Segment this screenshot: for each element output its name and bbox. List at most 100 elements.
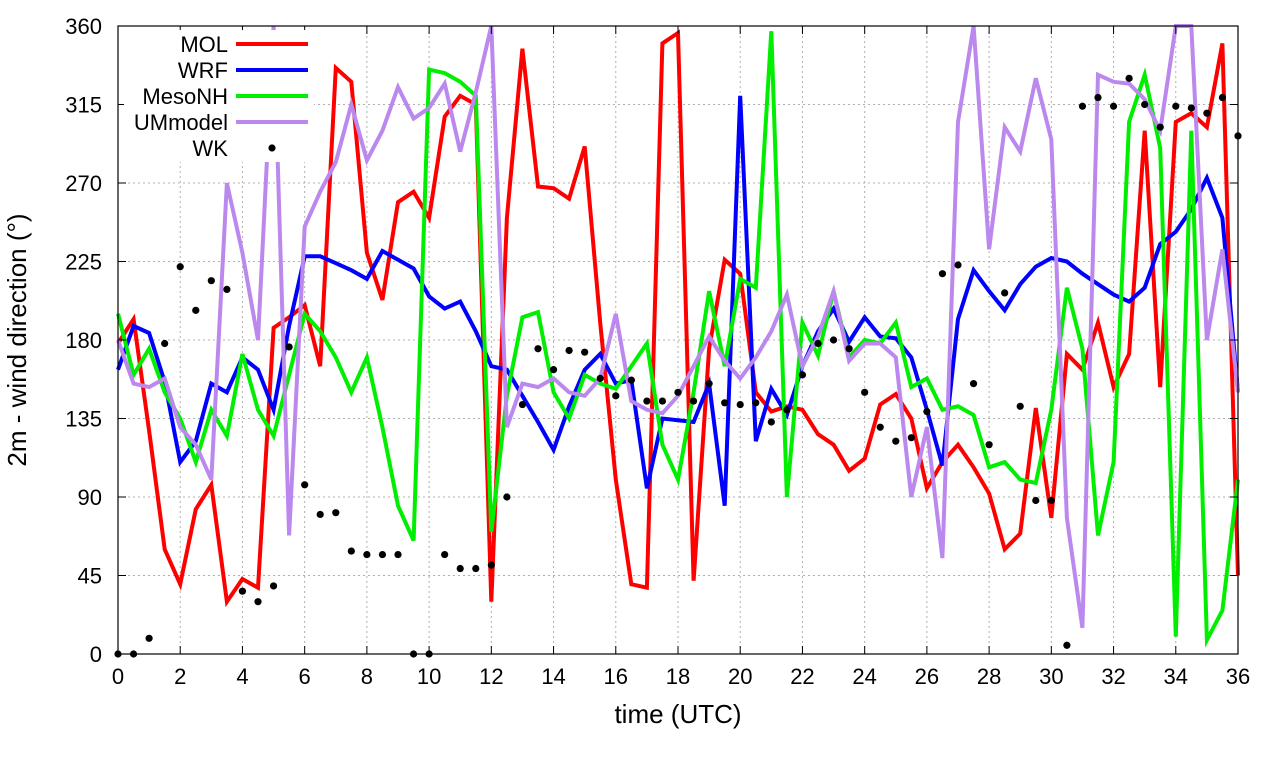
data-point-wk xyxy=(394,550,402,559)
x-tick-label: 20 xyxy=(728,664,752,689)
series-mesonh-line xyxy=(116,31,1240,648)
x-tick-label: 6 xyxy=(299,664,311,689)
data-point-wk xyxy=(1203,109,1211,117)
x-tick-label: 10 xyxy=(417,664,441,689)
data-point-wk xyxy=(332,509,340,517)
data-point-wk xyxy=(238,587,247,595)
y-tick-label: 315 xyxy=(65,93,102,118)
data-point-wk xyxy=(456,564,464,573)
data-point-wk xyxy=(316,510,324,519)
data-point-wk xyxy=(954,261,962,269)
data-point-wk xyxy=(1078,102,1087,110)
data-point-wk xyxy=(612,392,620,400)
x-tick-label: 28 xyxy=(977,664,1001,689)
legend-label-mesonh: MesoNH xyxy=(142,84,228,109)
x-tick-label: 2 xyxy=(174,664,186,689)
x-tick-label: 12 xyxy=(479,664,503,689)
x-tick-label: 36 xyxy=(1226,664,1250,689)
x-tick-label: 16 xyxy=(604,664,628,689)
tick-layer: 0 2 4 6 8 10 12 14 16 18 20 22 24 26 28 30 32 34 360459013… xyxy=(65,14,1250,689)
x-tick-label: 22 xyxy=(790,664,814,689)
data-point-wk xyxy=(549,366,558,374)
data-point-wk xyxy=(752,399,760,407)
data-point-wk xyxy=(472,564,480,573)
data-point-wk xyxy=(363,550,371,559)
data-point-wk xyxy=(269,582,278,590)
data-point-wk xyxy=(1047,496,1055,505)
y-tick-label: 180 xyxy=(65,328,102,353)
series-layer xyxy=(114,24,1242,658)
data-point-wk xyxy=(378,550,387,559)
data-point-wk xyxy=(783,406,791,414)
data-point-wk xyxy=(301,481,309,489)
y-axis-title: 2m - wind direction (°) xyxy=(2,213,32,466)
legend-label-mol: MOL xyxy=(180,32,228,57)
legend-label-ummodel: UMmodel xyxy=(134,110,228,135)
data-point-wk xyxy=(814,339,822,348)
data-point-wk xyxy=(861,388,869,396)
data-point-wk xyxy=(1141,100,1149,109)
data-point-wk xyxy=(1109,102,1118,110)
data-point-wk xyxy=(876,423,884,431)
data-point-wk xyxy=(643,397,651,405)
x-tick-label: 8 xyxy=(361,664,373,689)
data-point-wk xyxy=(347,547,355,555)
x-tick-label: 34 xyxy=(1164,664,1188,689)
data-point-wk xyxy=(969,380,978,388)
data-point-wk xyxy=(565,346,573,355)
legend-swatch-wk xyxy=(268,144,276,152)
data-point-wk xyxy=(1016,402,1024,410)
y-tick-label: 270 xyxy=(65,171,102,196)
data-point-wk xyxy=(223,285,231,294)
x-tick-label: 26 xyxy=(915,664,939,689)
data-point-wk xyxy=(658,397,667,405)
data-point-wk xyxy=(721,399,729,407)
data-point-wk xyxy=(1187,104,1195,112)
data-point-wk xyxy=(923,407,931,416)
x-tick-label: 4 xyxy=(236,664,248,689)
data-point-wk xyxy=(596,374,604,382)
data-point-wk xyxy=(1063,641,1071,649)
data-point-wk xyxy=(892,437,900,445)
legend-label-wk: WK xyxy=(193,136,229,161)
data-point-wk xyxy=(518,400,527,409)
data-point-wk xyxy=(285,343,293,351)
data-point-wk xyxy=(207,277,215,285)
data-point-wk xyxy=(503,493,511,501)
x-tick-label: 32 xyxy=(1101,664,1125,689)
y-tick-label: 360 xyxy=(65,14,102,39)
data-point-wk xyxy=(1094,93,1102,102)
data-point-wk xyxy=(705,380,713,388)
series-wk-points xyxy=(114,74,1242,658)
data-point-wk xyxy=(254,598,262,606)
legend-label-wrf: WRF xyxy=(178,58,228,83)
data-point-wk xyxy=(192,306,200,314)
data-point-wk xyxy=(145,634,153,642)
y-tick-label: 225 xyxy=(65,250,102,275)
data-point-wk xyxy=(798,371,807,379)
data-point-wk xyxy=(1218,93,1227,102)
data-point-wk xyxy=(441,550,449,559)
data-point-wk xyxy=(581,348,589,356)
y-tick-label: 0 xyxy=(90,642,102,667)
data-point-wk xyxy=(161,339,169,348)
x-tick-label: 0 xyxy=(112,664,124,689)
data-point-wk xyxy=(985,441,993,449)
x-axis-title: time (UTC) xyxy=(614,699,741,729)
data-point-wk xyxy=(938,270,947,278)
x-tick-label: 14 xyxy=(541,664,565,689)
data-point-wk xyxy=(674,388,682,396)
data-point-wk xyxy=(534,345,542,353)
x-tick-label: 24 xyxy=(852,664,876,689)
data-point-wk xyxy=(1156,123,1164,131)
data-point-wk xyxy=(1032,496,1040,505)
data-point-wk xyxy=(907,434,915,442)
x-tick-label: 18 xyxy=(666,664,690,689)
y-tick-label: 45 xyxy=(78,564,102,589)
data-point-wk xyxy=(845,345,853,353)
data-point-wk xyxy=(689,397,698,405)
data-point-wk xyxy=(487,561,495,569)
